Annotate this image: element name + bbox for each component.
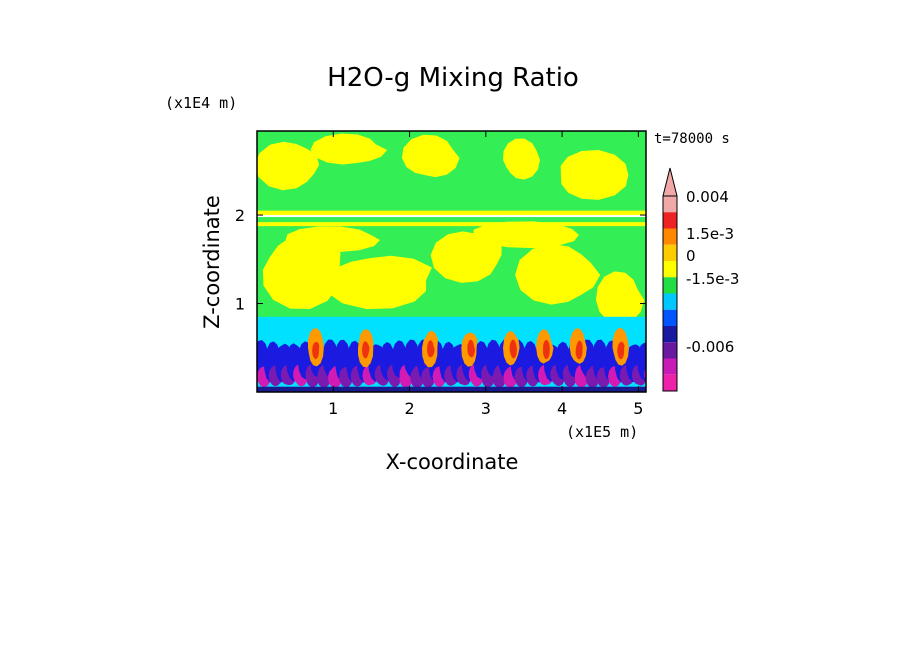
colorbar-swatch <box>663 309 677 326</box>
colorbar-swatch <box>663 212 677 229</box>
plume-core <box>617 341 625 360</box>
time-label: t=78000 s <box>654 131 730 147</box>
blue-cell <box>637 342 646 381</box>
colorbar-arrow <box>662 167 678 197</box>
y-tick-label: 2 <box>235 206 245 225</box>
y-scale-label: (x1E4 m) <box>165 94 237 112</box>
moisture-patch <box>560 150 629 200</box>
plume-core <box>575 340 583 360</box>
plume-core <box>427 340 435 358</box>
x-tick-label: 1 <box>328 399 338 418</box>
x-scale-label: (x1E5 m) <box>566 423 638 441</box>
convective-plumes <box>308 328 629 368</box>
colorbar: 0.004 1.5e-3 0 -1.5e-3 -0.006 <box>662 167 739 392</box>
x-axis-ticks: 1 2 3 4 5 <box>328 131 643 418</box>
colorbar-swatch <box>663 277 677 294</box>
moisture-band <box>257 222 646 227</box>
colorbar-swatch <box>663 358 677 375</box>
band-line <box>257 215 646 218</box>
colorbar-swatch <box>663 244 677 261</box>
colorbar-swatch <box>663 326 677 343</box>
moisture-patch <box>473 221 579 249</box>
plume-core <box>509 339 517 359</box>
moisture-patch <box>595 271 645 323</box>
plume-core <box>312 341 320 360</box>
x-tick-label: 3 <box>481 399 491 418</box>
moisture-patch <box>310 133 388 165</box>
moisture-patch <box>401 134 460 178</box>
colorbar-swatch <box>663 293 677 310</box>
colorbar-label: 0 <box>686 247 696 265</box>
moisture-patch <box>515 244 601 305</box>
x-tick-label: 5 <box>633 399 643 418</box>
moisture-patch <box>285 226 380 252</box>
contour-field <box>257 131 646 392</box>
colorbar-swatch <box>663 228 677 245</box>
colorbar-swatch <box>663 342 677 359</box>
y-axis-label: Z-coordinate <box>200 195 224 329</box>
moisture-patch <box>262 233 341 309</box>
plume-core <box>362 341 370 359</box>
moisture-patch <box>430 231 502 283</box>
x-tick-label: 4 <box>557 399 567 418</box>
colorbar-label: -0.006 <box>686 338 734 356</box>
colorbar-label: 0.004 <box>686 188 729 206</box>
moisture-band <box>257 210 646 217</box>
plume-core <box>467 339 475 358</box>
upper-moisture-blobs <box>257 133 646 323</box>
colorbar-label: 1.5e-3 <box>686 225 734 243</box>
plume-core <box>543 339 550 360</box>
colorbar-label: -1.5e-3 <box>686 270 739 288</box>
moisture-patch <box>324 255 432 310</box>
colorbar-frame <box>662 195 678 392</box>
colorbar-swatch <box>663 374 677 391</box>
chart-title: H2O-g Mixing Ratio <box>327 63 579 93</box>
plot-frame <box>256 130 647 393</box>
moisture-patch <box>257 141 320 191</box>
moisture-patch <box>503 138 540 180</box>
y-axis-ticks: 12 <box>235 206 646 314</box>
surface-layer <box>257 386 646 392</box>
colorbar-swatch <box>663 196 677 213</box>
x-axis-label: X-coordinate <box>386 450 519 474</box>
x-tick-label: 2 <box>404 399 414 418</box>
colorbar-swatch <box>663 261 677 278</box>
y-tick-label: 1 <box>235 295 245 314</box>
